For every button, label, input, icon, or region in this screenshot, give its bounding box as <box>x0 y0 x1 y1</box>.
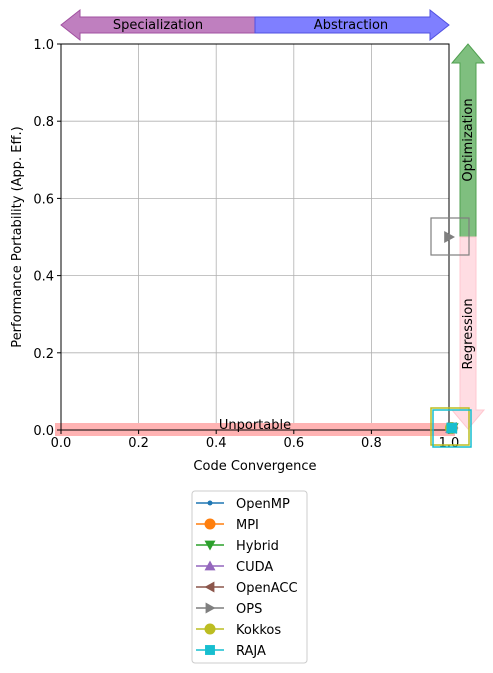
legend-marker-openmp <box>208 501 213 506</box>
x-tick-label: 0.8 <box>361 436 382 451</box>
grid <box>61 44 449 430</box>
unportable-band: Unportable <box>55 418 455 436</box>
data-points <box>444 231 458 434</box>
y-tick-label: 0.4 <box>33 270 54 285</box>
legend-label-openacc: OpenACC <box>236 581 298 596</box>
point-raja <box>446 423 457 434</box>
legend-label-cuda: CUDA <box>236 560 273 575</box>
point-ops <box>444 231 455 243</box>
legend-label-openmp: OpenMP <box>236 497 290 512</box>
y-tick-label: 0.6 <box>33 192 54 207</box>
y-ticks: 0.0 0.2 0.4 0.6 0.8 1.0 <box>33 38 61 439</box>
y-tick-label: 1.0 <box>33 38 54 53</box>
y-axis-label: Performance Portability (App. Eff.) <box>10 126 25 347</box>
unportable-label: Unportable <box>219 418 291 433</box>
legend: OpenMP MPI Hybrid CUDA OpenACC OPS Kokkos RAJA <box>192 491 307 663</box>
legend-marker-kokkos <box>205 624 216 635</box>
regression-arrow: Regression <box>452 237 484 429</box>
legend-label-kokkos: Kokkos <box>236 623 281 638</box>
legend-marker-mpi <box>205 519 216 530</box>
y-tick-label: 0.2 <box>33 347 54 362</box>
y-tick-label: 0.8 <box>33 115 54 130</box>
optimization-label: Optimization <box>461 98 476 181</box>
regression-label: Regression <box>461 298 476 369</box>
x-tick-label: 0.6 <box>283 436 304 451</box>
plot-frame <box>61 44 449 430</box>
x-tick-label: 1.0 <box>439 436 460 451</box>
abstraction-arrow: Abstraction <box>255 10 449 40</box>
legend-label-raja: RAJA <box>236 644 266 659</box>
abstraction-label: Abstraction <box>314 18 388 33</box>
y-tick-label: 0.0 <box>33 424 54 439</box>
optimization-arrow: Optimization <box>452 44 484 237</box>
specialization-arrow: Specialization <box>61 10 255 40</box>
legend-label-hybrid: Hybrid <box>236 539 279 554</box>
x-axis-label: Code Convergence <box>193 459 316 474</box>
legend-label-ops: OPS <box>236 602 262 617</box>
legend-marker-raja <box>205 645 215 655</box>
legend-label-mpi: MPI <box>236 518 259 533</box>
x-tick-label: 0.2 <box>128 436 149 451</box>
x-tick-label: 0.4 <box>206 436 227 451</box>
specialization-label: Specialization <box>113 18 203 33</box>
